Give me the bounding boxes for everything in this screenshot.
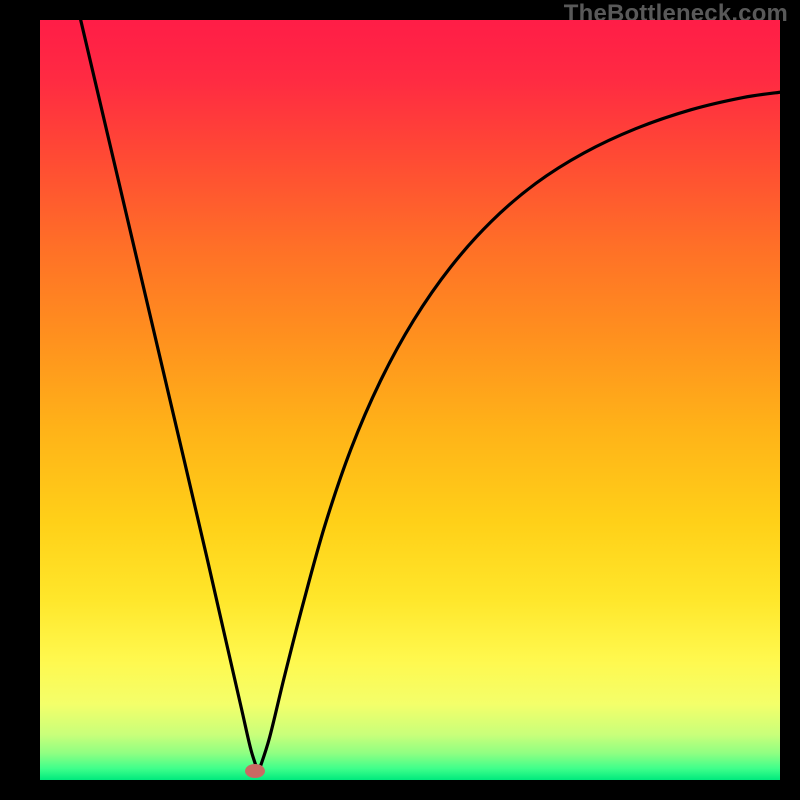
plot-area: [40, 20, 780, 780]
bottleneck-curve: [40, 20, 780, 780]
curve-left-branch: [81, 20, 259, 772]
curve-right-branch: [258, 92, 780, 772]
minimum-marker: [245, 764, 265, 778]
chart-frame: TheBottleneck.com: [0, 0, 800, 800]
